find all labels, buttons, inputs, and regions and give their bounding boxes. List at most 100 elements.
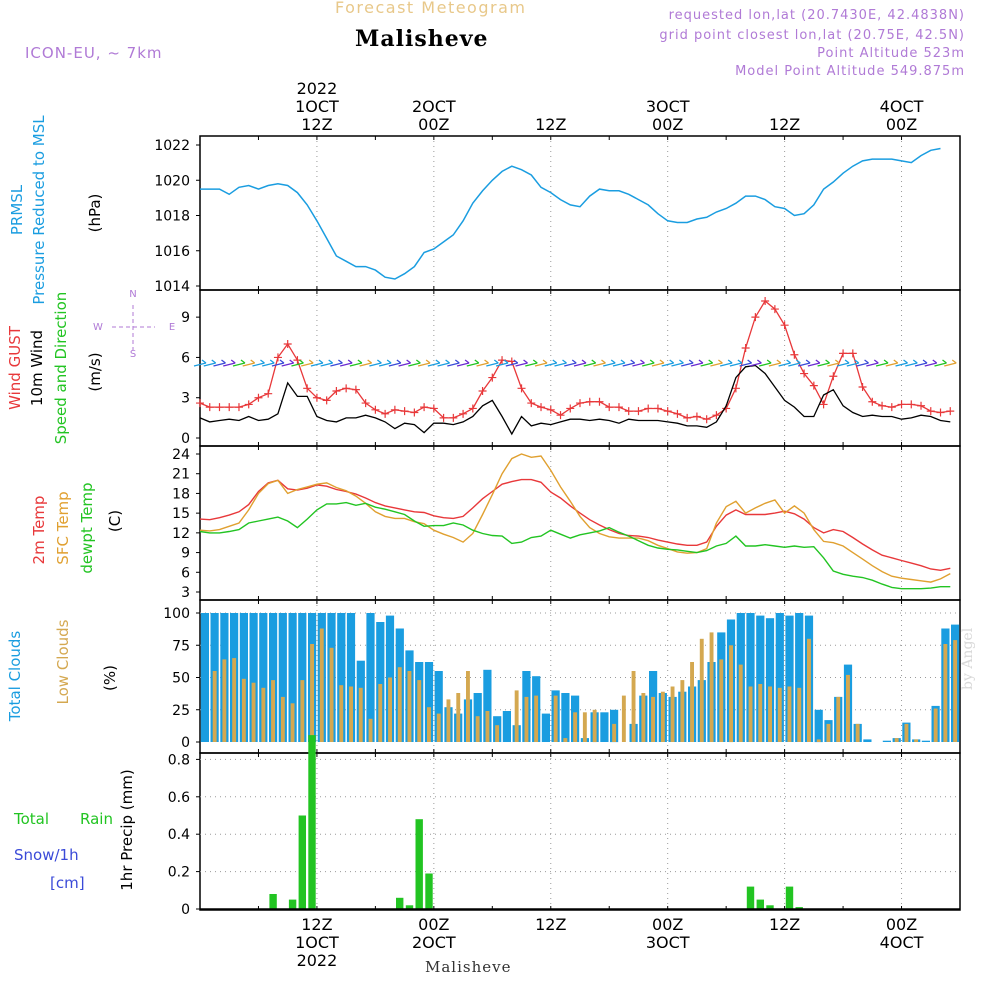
low-cloud-bar: [222, 659, 227, 742]
total-cloud-bar: [269, 613, 278, 742]
wind-direction-arrow: [281, 359, 295, 367]
low-cloud-bar: [300, 680, 305, 742]
rain-bar: [756, 899, 764, 909]
t2m-line: [199, 478, 951, 572]
low-cloud-bar: [690, 662, 694, 742]
pressure-ytick-label: 1016: [154, 244, 190, 260]
chart-subtitle: Forecast Meteogram: [335, 0, 527, 17]
gust-marker: [371, 405, 380, 414]
total-cloud-bar: [707, 662, 716, 742]
low-cloud-bar: [534, 695, 539, 742]
low-cloud-bar: [651, 696, 655, 742]
wind-direction-arrow: [729, 359, 743, 367]
temp-ytick-label: 15: [172, 506, 190, 522]
gust-marker: [819, 400, 828, 409]
wind-direction-arrow: [758, 359, 772, 367]
gust-marker: [722, 404, 731, 413]
wind-direction-arrow: [885, 359, 899, 367]
gust-line: [199, 300, 951, 420]
wind-direction-arrow: [193, 359, 207, 367]
total-cloud-bar: [610, 709, 619, 743]
wind-direction-arrow: [905, 359, 918, 367]
low-cloud-bar: [846, 674, 850, 742]
low-cloud-bar: [855, 723, 860, 742]
low-cloud-bar: [631, 671, 636, 742]
wind-direction-arrow: [914, 359, 928, 367]
gust-marker: [351, 385, 360, 394]
low-cloud-bar: [816, 739, 821, 742]
low-cloud-bar: [914, 739, 919, 742]
low-cloud-bar: [524, 696, 529, 742]
gust-marker: [488, 373, 497, 382]
total-cloud-bar: [795, 613, 804, 742]
wind-direction-arrow: [836, 359, 850, 367]
rain-bar: [405, 905, 414, 909]
temp-ytick-label: 24: [172, 447, 190, 463]
gust-marker: [234, 403, 243, 412]
low-cloud-bar: [836, 696, 841, 742]
temp-ytick-label: 18: [172, 486, 190, 502]
total-cloud-bar: [756, 615, 765, 742]
wind-direction-arrow: [612, 359, 626, 367]
wind-direction-arrow: [797, 359, 811, 367]
gust-marker: [946, 407, 955, 416]
bottom-time-label: 00Z: [652, 915, 683, 934]
clouds-ytick-label: 25: [172, 703, 190, 719]
gust-marker: [498, 356, 507, 365]
total-cloud-bar: [200, 613, 209, 742]
low-cloud-bar: [378, 684, 383, 742]
low-cloud-bar: [777, 687, 782, 742]
wind-label-speed: 10m Wind: [28, 330, 46, 406]
wind-direction-arrow: [339, 359, 353, 367]
low-cloud-bar: [427, 707, 431, 742]
wind-direction-arrow: [232, 359, 246, 367]
total-cloud-bar: [921, 740, 930, 742]
gust-marker: [751, 313, 760, 322]
wind-direction-arrow: [719, 359, 733, 367]
gust-marker: [936, 408, 945, 417]
total-cloud-bar: [502, 711, 511, 742]
total-cloud-bar: [678, 691, 687, 742]
rain-bar: [288, 899, 297, 909]
total-cloud-bar: [239, 613, 248, 742]
gust-marker: [507, 357, 516, 366]
total-cloud-bar: [882, 740, 891, 742]
low-cloud-bar: [787, 686, 792, 742]
low-cloud-bar: [582, 712, 587, 742]
wind-direction-arrow: [525, 359, 538, 367]
low-cloud-bar: [339, 685, 344, 742]
gust-marker: [244, 400, 253, 409]
temp-ytick-label: 21: [172, 467, 190, 483]
gust-marker: [390, 405, 399, 414]
wind-direction-arrow: [651, 359, 665, 367]
precip-label-cm: [cm]: [50, 874, 85, 892]
total-cloud-bar: [278, 613, 287, 742]
gust-marker: [585, 397, 594, 406]
low-cloud-bar: [680, 680, 685, 742]
low-cloud-bar: [797, 687, 802, 742]
gust-marker: [731, 384, 740, 393]
low-cloud-bar: [232, 658, 237, 742]
low-cloud-bar: [436, 713, 441, 742]
wind-direction-arrow: [875, 359, 889, 367]
clouds-frame: [199, 599, 961, 754]
gust-marker: [215, 403, 224, 412]
total-cloud-bar: [912, 739, 921, 742]
pressure-line: [200, 147, 941, 280]
gust-marker: [644, 404, 653, 413]
clouds-label-low: Low Clouds: [54, 619, 72, 704]
total-cloud-bar: [941, 628, 950, 742]
temp-frame: [199, 445, 961, 601]
pressure-label-1: PRMSL: [8, 184, 26, 235]
wind-direction-arrow: [807, 359, 821, 367]
clouds-label-total: Total Clouds: [6, 631, 24, 723]
total-cloud-bar: [785, 615, 794, 742]
wind-ytick-label: 9: [181, 310, 190, 326]
gust-marker: [741, 344, 750, 353]
wind-ytick-label: 6: [181, 350, 190, 366]
total-cloud-bar: [571, 695, 580, 742]
low-cloud-bar: [514, 690, 519, 742]
wind-direction-arrow: [768, 359, 782, 367]
gust-marker: [907, 400, 916, 409]
total-cloud-bar: [385, 615, 395, 742]
